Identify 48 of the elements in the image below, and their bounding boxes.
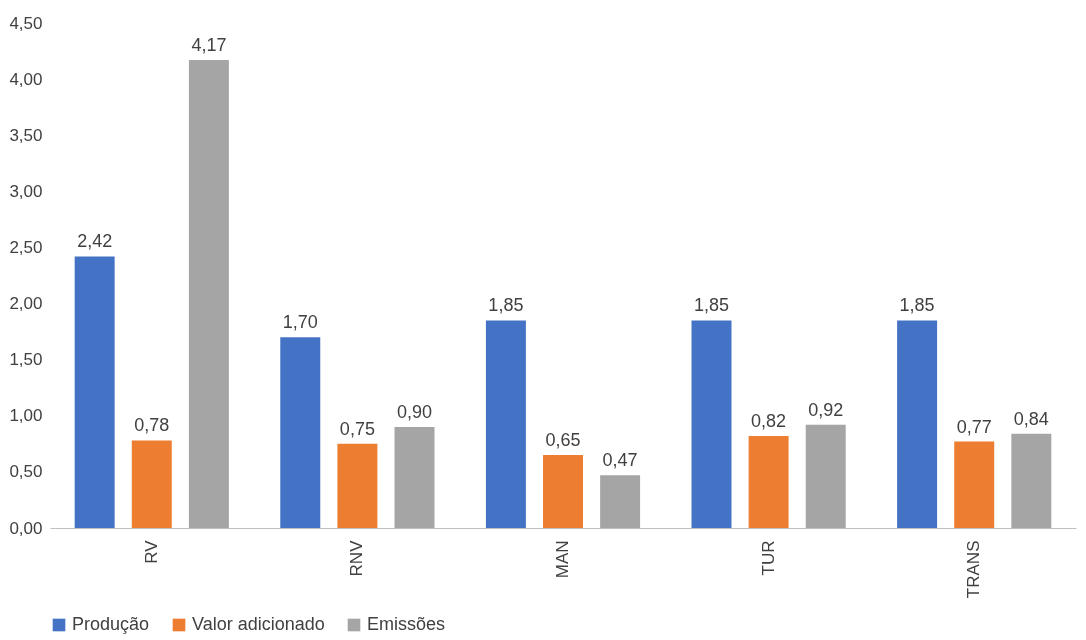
x-tick-label: TUR (758, 540, 778, 576)
data-label: 0,47 (602, 450, 638, 471)
bar (600, 475, 641, 528)
data-label: 0,82 (751, 410, 787, 431)
y-tick-label: 3,00 (9, 181, 43, 201)
legend-label: Emissões (367, 614, 446, 634)
bar (1011, 433, 1052, 528)
y-tick-label: 0,50 (9, 462, 43, 482)
x-tick-label: MAN (553, 540, 572, 579)
y-tick-label: 1,50 (9, 350, 43, 370)
bar (280, 337, 321, 528)
x-tick-label: RV (141, 539, 161, 564)
x-tick-label: TRANS (964, 540, 984, 599)
bar (131, 440, 172, 528)
data-label: 1,85 (488, 295, 524, 316)
data-label: 0,75 (339, 418, 375, 439)
legend-label: Valor adicionado (192, 614, 325, 634)
x-tick-label: RNV (347, 539, 367, 577)
data-label: 1,85 (693, 295, 730, 316)
y-tick-label: 0,00 (9, 518, 43, 538)
y-tick-label: 2,00 (9, 294, 43, 314)
data-label: 0,77 (956, 416, 992, 437)
bar (394, 427, 435, 528)
data-label: 2,42 (77, 231, 113, 252)
y-tick-label: 3,50 (9, 125, 43, 145)
data-label: 0,65 (545, 430, 581, 451)
data-label: 1,70 (282, 312, 318, 333)
bar (691, 320, 732, 528)
bar (954, 441, 995, 528)
y-tick-label: 2,50 (9, 237, 43, 257)
bar (543, 455, 583, 528)
data-label: 4,17 (191, 35, 227, 56)
data-label: 0,78 (134, 415, 170, 436)
data-label: 0,90 (396, 402, 433, 422)
data-label: 1,85 (899, 295, 935, 316)
y-tick-label: 1,00 (9, 406, 43, 426)
bar (188, 60, 229, 528)
data-label: 0,84 (1013, 408, 1049, 429)
bar (748, 435, 789, 528)
y-tick-label: 4,50 (9, 13, 43, 33)
bar (74, 256, 115, 528)
bar (805, 424, 846, 528)
data-label: 0,92 (808, 399, 844, 420)
legend-label: Produção (72, 614, 150, 634)
bar (337, 443, 378, 528)
bar (485, 320, 526, 528)
bar (897, 320, 938, 528)
y-tick-label: 4,00 (9, 69, 43, 89)
